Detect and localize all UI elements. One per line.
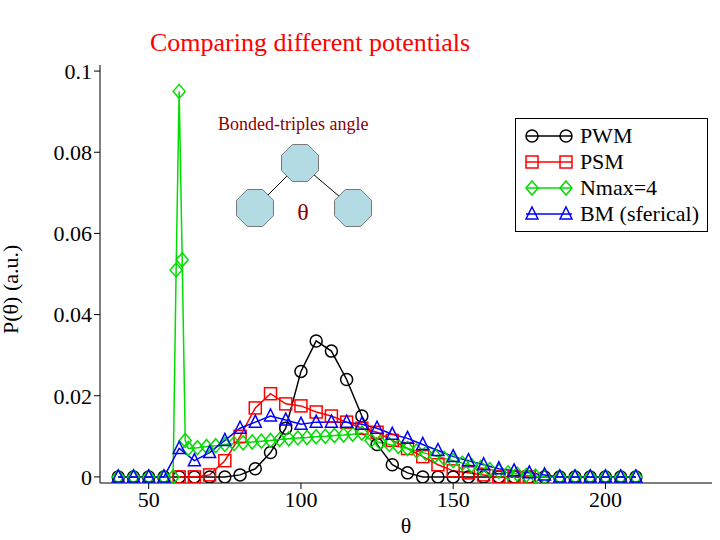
svg-text:50: 50 xyxy=(138,487,160,512)
svg-text:Bonded-triples angle: Bonded-triples angle xyxy=(218,114,368,134)
svg-text:0.06: 0.06 xyxy=(54,221,93,246)
svg-text:θ: θ xyxy=(297,199,309,225)
svg-text:0: 0 xyxy=(81,465,92,490)
svg-text:0.08: 0.08 xyxy=(54,140,93,165)
html-text:Comparing different potentials: Comparing different potentials xyxy=(149,28,471,57)
svg-text:100: 100 xyxy=(284,487,317,512)
svg-text:200: 200 xyxy=(589,487,622,512)
svg-text:0.1: 0.1 xyxy=(65,59,93,84)
svg-text:θ: θ xyxy=(401,513,412,538)
html-text:PSM: PSM xyxy=(579,149,624,174)
html-text:Nmax=4: Nmax=4 xyxy=(579,175,657,200)
svg-text:0.02: 0.02 xyxy=(54,384,93,409)
svg-text:150: 150 xyxy=(437,487,470,512)
svg-text:0.04: 0.04 xyxy=(54,302,93,327)
html-text:BM (sferical): BM (sferical) xyxy=(579,201,699,226)
svg-text:P(θ) (a.u.): P(θ) (a.u.) xyxy=(8,245,23,334)
html-text:PWM: PWM xyxy=(579,123,633,148)
